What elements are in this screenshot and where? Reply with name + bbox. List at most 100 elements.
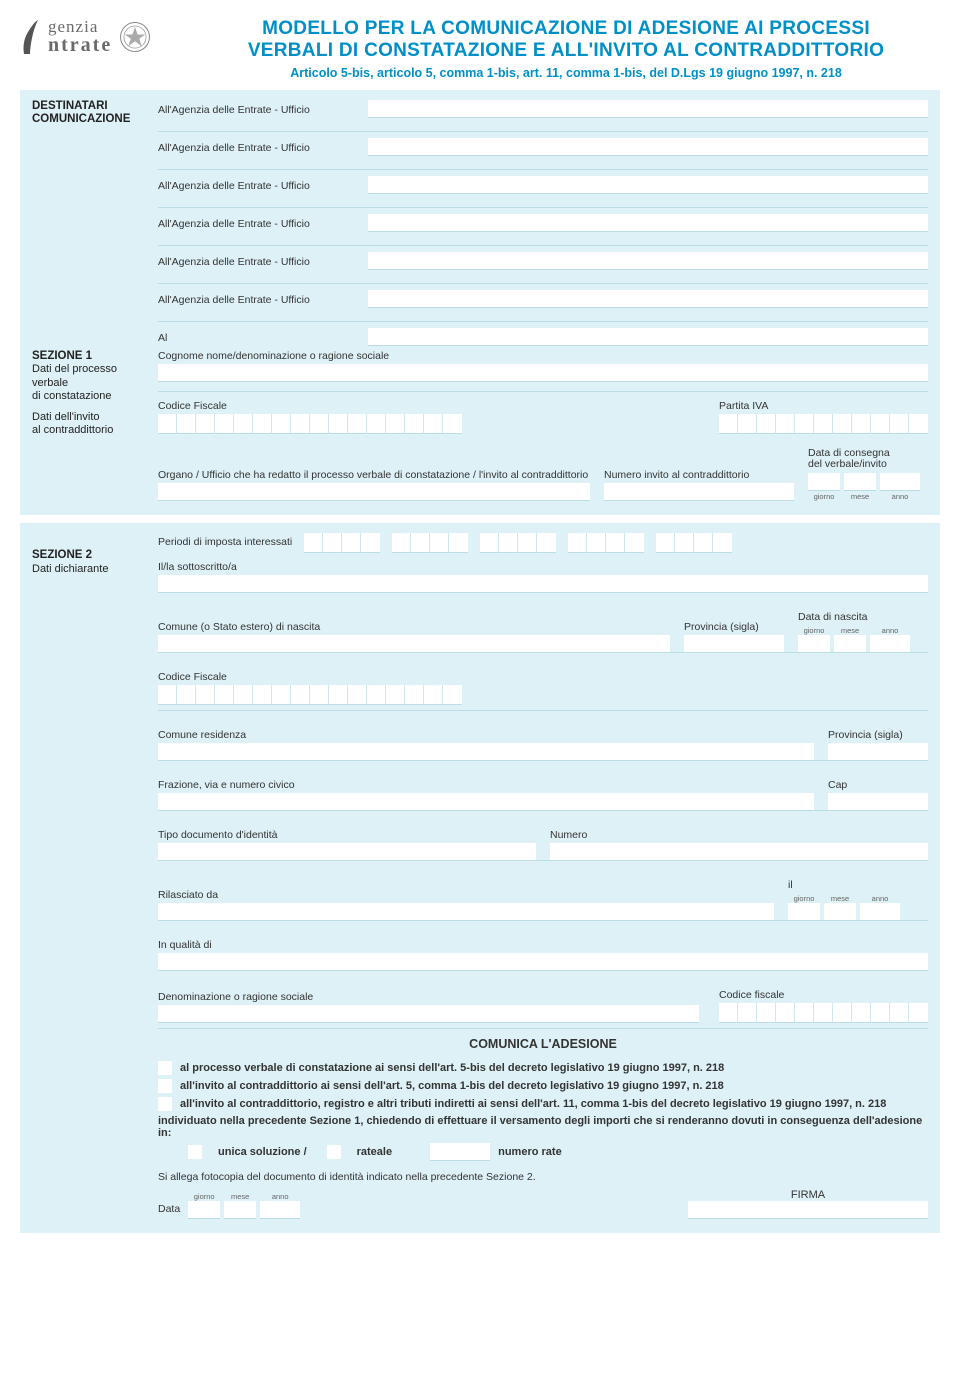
sottoscritto-label: Il/la sottoscritto/a — [158, 561, 928, 573]
rilasciato-label: Rilasciato da — [158, 889, 774, 901]
ufficio-label: All'Agenzia delle Entrate - Ufficio — [158, 142, 358, 154]
ufficio-input-2[interactable] — [368, 138, 928, 156]
side-label-line: COMUNICAZIONE — [32, 113, 150, 127]
sezione1-side-label: SEZIONE 1 Dati del processo verbale di c… — [32, 350, 158, 501]
al-input[interactable] — [368, 328, 928, 346]
comune-nascita-input[interactable] — [158, 635, 670, 653]
adesione-text: all'invito al contraddittorio ai sensi d… — [180, 1080, 724, 1092]
cognome-label: Cognome nome/denominazione o ragione soc… — [158, 350, 928, 362]
date-sub: giorno — [794, 894, 815, 903]
il-label: il — [788, 879, 928, 891]
qualita-label: In qualità di — [158, 939, 928, 951]
title-line-1: MODELLO PER LA COMUNICAZIONE DI ADESIONE… — [192, 18, 940, 40]
provincia2-input[interactable] — [828, 743, 928, 761]
rateale-label: rateale — [357, 1146, 392, 1158]
adesione-text: al processo verbale di constatazione ai … — [180, 1062, 724, 1074]
side-sub: Dati dell'invito — [32, 411, 150, 424]
numero-rate-input[interactable] — [430, 1143, 490, 1161]
rilasciato-date[interactable]: giorno mese anno — [788, 893, 928, 921]
title-block: MODELLO PER LA COMUNICAZIONE DI ADESIONE… — [192, 18, 940, 80]
data-consegna-label-1: Data di consegna — [808, 447, 890, 459]
cf2-label: Codice Fiscale — [158, 671, 928, 683]
unica-label: unica soluzione / — [218, 1146, 307, 1158]
adesione-title: COMUNICA L'ADESIONE — [158, 1037, 928, 1051]
organo-input[interactable] — [158, 483, 590, 501]
date-sub: anno — [892, 492, 909, 501]
side-label-line: DESTINATARI — [32, 100, 150, 114]
ufficio-label: All'Agenzia delle Entrate - Ufficio — [158, 218, 358, 230]
date-sub: anno — [882, 626, 899, 635]
ufficio-input-4[interactable] — [368, 214, 928, 232]
residenza-label: Comune residenza — [158, 729, 814, 741]
allega-text: Si allega fotocopia del documento di ide… — [158, 1171, 928, 1183]
side-sub: di constatazione — [32, 390, 150, 403]
numero-invito-input[interactable] — [604, 483, 794, 501]
numero-rate-label: numero rate — [498, 1146, 562, 1158]
periodi-box-1[interactable] — [304, 533, 380, 553]
firma-input[interactable] — [688, 1201, 928, 1219]
date-sub: mese — [831, 894, 849, 903]
piva-boxes[interactable] — [719, 414, 928, 434]
rilasciato-input[interactable] — [158, 903, 774, 921]
frazione-label: Frazione, via e numero civico — [158, 779, 814, 791]
date-sub: anno — [872, 894, 889, 903]
denominazione-input[interactable] — [158, 1005, 699, 1023]
al-label: Al — [158, 332, 358, 344]
header: genzia ntrate MODELLO PER LA COMUNICAZIO… — [20, 18, 940, 80]
qualita-input[interactable] — [158, 953, 928, 971]
unica-checkbox[interactable] — [188, 1145, 202, 1159]
ufficio-input-1[interactable] — [368, 100, 928, 118]
firma-date[interactable]: giorno mese anno — [188, 1191, 300, 1219]
data-consegna-label-2: del verbale/invito — [808, 458, 887, 470]
periodi-box-4[interactable] — [568, 533, 644, 553]
data-consegna-date[interactable]: giorno mese anno — [808, 473, 928, 501]
ufficio-input-5[interactable] — [368, 252, 928, 270]
periodi-box-5[interactable] — [656, 533, 732, 553]
cf-boxes[interactable] — [158, 414, 462, 434]
data-label: Data — [158, 1203, 180, 1217]
side-title: SEZIONE 2 — [32, 549, 150, 563]
tipo-doc-input[interactable] — [158, 843, 536, 861]
adesione-checkbox-1[interactable] — [158, 1061, 172, 1075]
provincia-input[interactable] — [684, 635, 784, 653]
ufficio-label: All'Agenzia delle Entrate - Ufficio — [158, 180, 358, 192]
ufficio-input-6[interactable] — [368, 290, 928, 308]
adesione-checkbox-3[interactable] — [158, 1097, 172, 1111]
logo-text-2: ntrate — [48, 36, 112, 55]
state-emblem-icon — [118, 20, 152, 54]
periodi-box-3[interactable] — [480, 533, 556, 553]
cap-input[interactable] — [828, 793, 928, 811]
adesione-checkbox-2[interactable] — [158, 1079, 172, 1093]
cf3-label: Codice fiscale — [719, 989, 928, 1001]
ufficio-input-3[interactable] — [368, 176, 928, 194]
sottoscritto-input[interactable] — [158, 575, 928, 593]
periodi-box-2[interactable] — [392, 533, 468, 553]
side-title: SEZIONE 1 — [32, 350, 150, 364]
ufficio-label: All'Agenzia delle Entrate - Ufficio — [158, 104, 358, 116]
date-sub: giorno — [814, 492, 835, 501]
individuato-text: individuato nella precedente Sezione 1, … — [158, 1115, 928, 1139]
agency-logo: genzia ntrate — [20, 18, 180, 56]
date-sub: mese — [841, 626, 859, 635]
date-sub: anno — [272, 1192, 289, 1201]
destinatari-panel: DESTINATARI COMUNICAZIONE All'Agenzia de… — [20, 90, 940, 515]
data-nascita-date[interactable]: giorno mese anno — [798, 625, 928, 653]
date-sub: giorno — [804, 626, 825, 635]
sezione2-side-label: SEZIONE 2 Dati dichiarante — [32, 533, 158, 1219]
ufficio-label: All'Agenzia delle Entrate - Ufficio — [158, 256, 358, 268]
tipo-doc-label: Tipo documento d'identità — [158, 829, 536, 841]
residenza-input[interactable] — [158, 743, 814, 761]
destinatari-side-label: DESTINATARI COMUNICAZIONE — [32, 100, 158, 346]
cf2-boxes[interactable] — [158, 685, 928, 705]
denominazione-label: Denominazione o ragione sociale — [158, 991, 699, 1003]
sezione2-panel: SEZIONE 2 Dati dichiarante Periodi di im… — [20, 523, 940, 1233]
piva-label: Partita IVA — [719, 400, 928, 412]
logo-glyph-icon — [20, 18, 42, 56]
cf3-boxes[interactable] — [719, 1003, 928, 1023]
cognome-input[interactable] — [158, 364, 928, 382]
frazione-input[interactable] — [158, 793, 814, 811]
adesione-text: all'invito al contraddittorio, registro … — [180, 1098, 886, 1110]
numero-doc-input[interactable] — [550, 843, 928, 861]
data-nascita-label: Data di nascita — [798, 611, 928, 623]
rateale-checkbox[interactable] — [327, 1145, 341, 1159]
